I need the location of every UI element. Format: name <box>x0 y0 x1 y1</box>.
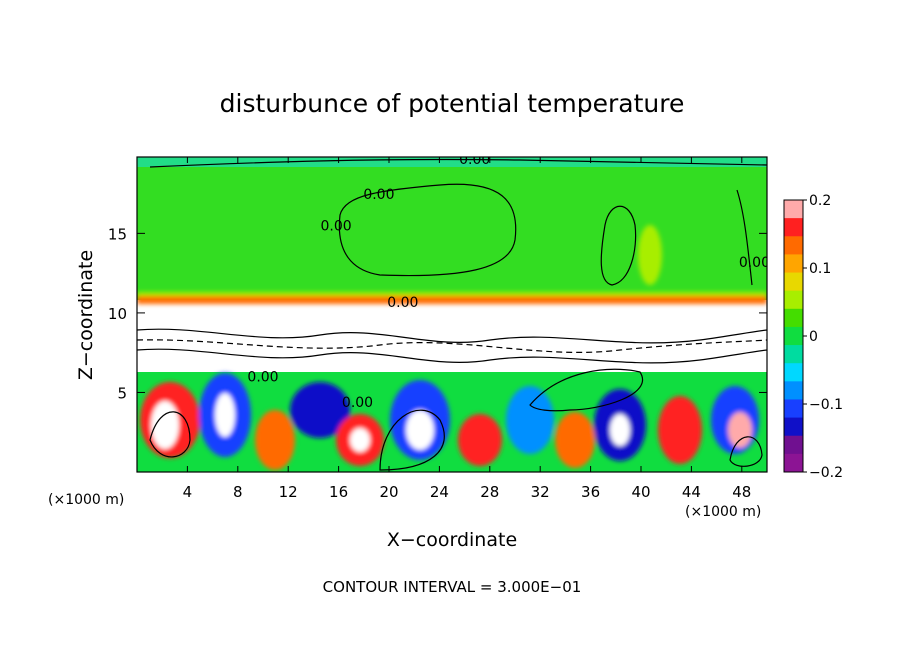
x-tick-label: 36 <box>581 483 600 501</box>
x-tick-label: 44 <box>682 483 701 501</box>
colorbar-tick-label: 0.1 <box>809 261 831 277</box>
colorbar-tick-label: 0 <box>809 329 818 345</box>
contour-mid <box>137 348 767 364</box>
blob <box>638 225 662 285</box>
contour-labels: 0.00 0.00 0.00 0.00 0.00 0.00 0.00 <box>247 152 770 411</box>
x-tick-label: 28 <box>480 483 499 501</box>
x-tick-label: 48 <box>732 483 751 501</box>
colorbar-swatch <box>784 399 803 419</box>
contour-label: 0.00 <box>342 395 373 411</box>
band <box>137 296 767 304</box>
blob <box>151 401 179 449</box>
contours <box>137 158 767 471</box>
colorbar-swatch <box>784 254 803 274</box>
y-tick-label: 15 <box>108 225 127 243</box>
blob <box>458 414 502 466</box>
contour-zero <box>338 183 517 277</box>
colorbar-swatch <box>784 453 803 473</box>
contour-low <box>379 409 445 471</box>
mid-field <box>137 300 767 380</box>
blob <box>290 382 350 438</box>
x-tick-label: 32 <box>531 483 550 501</box>
contour-low <box>149 411 191 458</box>
blob <box>406 410 434 450</box>
upper-field <box>137 157 767 317</box>
blob <box>658 396 702 464</box>
colorbar-swatch <box>784 290 803 310</box>
y-axis-label: Z−coordinate <box>75 250 97 380</box>
colorbar-tick-label: −0.1 <box>809 397 843 413</box>
contour-label: 0.00 <box>320 219 351 235</box>
colorbar: 0.2 0.1 0 −0.1 −0.2 <box>783 193 843 481</box>
colorbar-swatch <box>784 363 803 382</box>
contour-label: 0.00 <box>459 152 490 168</box>
colorbar-swatch <box>784 417 803 437</box>
blob <box>728 412 752 448</box>
blob <box>506 386 554 454</box>
contour-mid <box>529 368 644 412</box>
contour-low <box>729 436 763 467</box>
colorbar-tick-label: −0.2 <box>809 465 843 481</box>
contour-interval-note: CONTOUR INTERVAL = 3.000E−01 <box>323 578 582 596</box>
plot-frame <box>136 156 768 473</box>
y-tick-label: 5 <box>117 384 127 402</box>
x-tick-label: 24 <box>430 483 449 501</box>
contour-mid <box>137 339 767 353</box>
x-unit-label-right: (×1000 m) <box>685 504 761 520</box>
x-tick-label: 40 <box>631 483 650 501</box>
plot-area: 0.00 0.00 0.00 0.00 0.00 0.00 0.00 <box>137 152 770 472</box>
contour-zero <box>600 205 637 286</box>
x-axis: 4 8 12 16 20 24 28 32 36 40 44 48 <box>183 157 751 501</box>
x-tick-label: 20 <box>379 483 398 501</box>
x-axis-label: X−coordinate <box>387 529 517 551</box>
contour-zero <box>736 189 753 286</box>
colorbar-tick-label: 0.2 <box>809 193 831 209</box>
lower-turbulence <box>137 225 767 470</box>
blob <box>350 428 370 452</box>
colorbar-swatch <box>784 326 803 346</box>
contour-label: 0.00 <box>247 370 278 386</box>
blob <box>555 412 595 468</box>
y-axis: 5 10 15 <box>108 225 767 402</box>
blob <box>610 414 630 446</box>
contour-label: 0.00 <box>387 295 418 311</box>
x-tick-label: 12 <box>279 483 298 501</box>
y-tick-label: 10 <box>108 305 127 323</box>
colorbar-swatch <box>784 345 803 364</box>
contour-zero <box>149 158 767 168</box>
contour-mid <box>137 328 767 344</box>
colorbar-swatch <box>784 435 803 455</box>
blob <box>255 410 295 470</box>
top-band <box>137 157 767 167</box>
x-tick-label: 8 <box>233 483 243 501</box>
contour-label: 0.00 <box>363 187 394 203</box>
colorbar-swatch <box>784 236 803 255</box>
band <box>137 292 767 296</box>
colorbar-swatch <box>784 308 803 328</box>
colorbar-swatch <box>784 381 803 400</box>
colorbar-swatch <box>784 200 803 219</box>
colorbar-swatch <box>784 272 803 292</box>
blob <box>215 393 235 437</box>
x-unit-label: (×1000 m) <box>48 492 124 508</box>
colorbar-swatch <box>784 218 803 237</box>
contour-label: 0.00 <box>739 255 770 271</box>
chart-title: disturbunce of potential temperature <box>220 89 685 118</box>
x-tick-label: 16 <box>329 483 348 501</box>
x-tick-label: 4 <box>183 483 193 501</box>
